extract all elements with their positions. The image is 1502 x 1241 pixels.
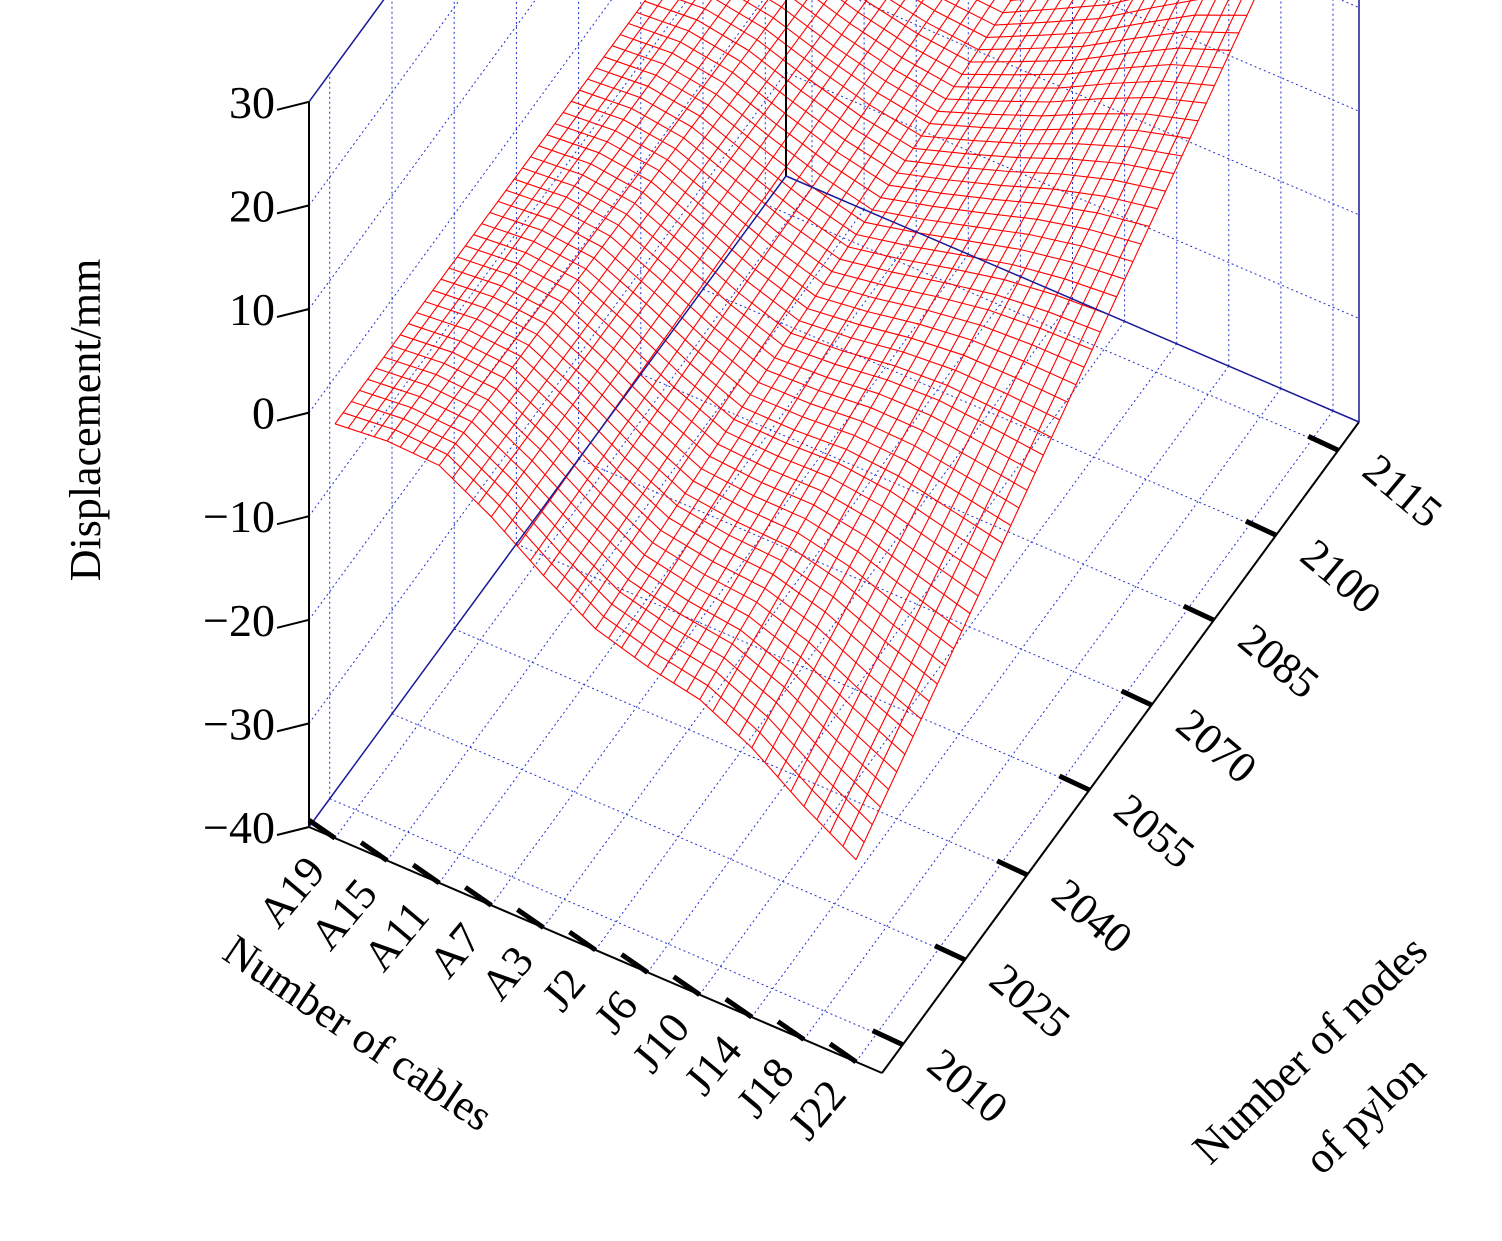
y-tick: [935, 946, 965, 960]
surface-line: [620, 35, 1141, 244]
surface-line: [374, 0, 830, 437]
y-tick: [1122, 691, 1152, 705]
grid-line: [856, 411, 1333, 1062]
z-tick-label: 0: [252, 388, 275, 439]
z-tick-label: −20: [203, 595, 275, 646]
z-tick: [277, 205, 309, 213]
surface-line: [700, 0, 1156, 699]
surface-line: [588, 79, 1109, 314]
z-tick: [277, 723, 309, 731]
surface-line: [752, 0, 1208, 748]
z-tick-label: −30: [203, 698, 275, 749]
surface-line: [441, 279, 962, 631]
z-tick-label: 20: [229, 180, 275, 231]
surface-line: [674, 0, 1130, 683]
z-tick: [277, 309, 309, 317]
z-tick-label: 30: [229, 77, 275, 128]
surface-line: [628, 24, 1149, 227]
surface-line: [465, 0, 921, 491]
y-tick: [1184, 606, 1214, 620]
grid-line: [309, 0, 786, 102]
z-axis-label: Displacement/mm: [61, 259, 110, 582]
z-tick: [277, 620, 309, 628]
y-tick-label: 2010: [918, 1039, 1017, 1133]
y-tick: [997, 861, 1027, 875]
surface-line: [556, 0, 1012, 589]
surface-line: [726, 0, 1182, 724]
y-tick-label: 2085: [1229, 614, 1328, 708]
surface-line: [648, 0, 1104, 667]
surface-line: [622, 0, 1078, 648]
y-tick: [873, 1031, 903, 1045]
surface-line: [478, 0, 934, 504]
grid-line: [786, 0, 1359, 111]
surface-line: [335, 0, 791, 424]
surface-line: [547, 135, 1068, 403]
grid-line: [641, 374, 1214, 620]
y-tick-label: 2070: [1167, 699, 1266, 793]
z-tick: [277, 413, 309, 421]
y-tick: [1059, 776, 1089, 790]
surface-line: [400, 335, 921, 719]
surface-line: [387, 0, 843, 441]
surface-line: [482, 224, 1003, 543]
z-tick-label: −40: [203, 802, 275, 853]
surface-line: [685, 0, 1206, 103]
surface-line: [539, 146, 1060, 420]
z-tick: [277, 102, 309, 110]
z-tick: [277, 827, 309, 835]
surface-line: [491, 0, 947, 517]
surface-line: [596, 0, 1052, 629]
z-tick-label: 10: [229, 284, 275, 335]
y-tick-label: 2025: [981, 954, 1080, 1048]
surface-line: [417, 313, 938, 684]
y-tick-label: 2040: [1043, 869, 1142, 963]
grid-line: [543, 277, 1020, 928]
grid-line: [454, 629, 1027, 875]
grid-line: [392, 714, 965, 960]
surface-line: [571, 101, 1092, 349]
y-tick-label: 2115: [1354, 444, 1452, 537]
tick-marks: 3020100−10−20−30−40A19A15A11A7A3J2J6J10J…: [203, 77, 1451, 1149]
y-tick: [1308, 436, 1338, 450]
grid-line: [387, 210, 864, 861]
y-tick: [1246, 521, 1276, 535]
grid-line: [648, 321, 1125, 972]
grid-line: [516, 544, 1089, 790]
surface-line: [645, 1, 1166, 191]
surface-line: [400, 0, 856, 447]
surface-line: [474, 235, 995, 561]
z-tick-label: −10: [203, 491, 275, 542]
y-tick-label: 2100: [1292, 529, 1391, 623]
surface-line: [804, 0, 1260, 806]
y-tick-label: 2055: [1105, 784, 1204, 878]
y-axis-line: [882, 422, 1359, 1073]
grid-line: [439, 232, 916, 883]
surface-line: [543, 0, 999, 575]
surface-line: [392, 346, 913, 737]
surface-line: [343, 413, 864, 843]
z-tick: [277, 516, 309, 524]
box-edge: [309, 0, 786, 102]
